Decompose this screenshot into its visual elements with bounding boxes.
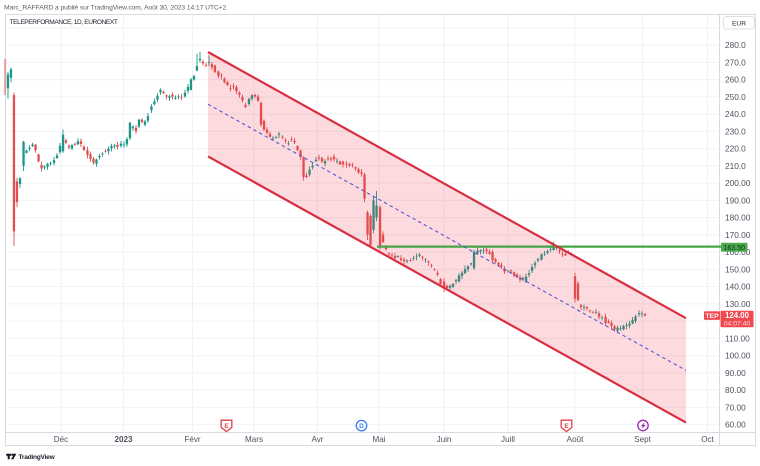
- svg-text:Juin: Juin: [437, 435, 452, 444]
- svg-text:90.00: 90.00: [725, 368, 746, 378]
- svg-text:Mars: Mars: [245, 435, 263, 444]
- svg-text:124.00: 124.00: [725, 311, 750, 320]
- svg-text:110.00: 110.00: [725, 333, 750, 343]
- svg-text:80.00: 80.00: [725, 385, 746, 395]
- svg-text:190.00: 190.00: [725, 195, 751, 205]
- svg-text:220.0: 220.0: [725, 144, 746, 154]
- svg-text:04:07:40: 04:07:40: [724, 320, 751, 327]
- svg-text:150.00: 150.00: [725, 264, 751, 274]
- svg-text:60.00: 60.00: [725, 420, 746, 430]
- svg-text:130.00: 130.00: [725, 299, 751, 309]
- svg-text:280.0: 280.0: [725, 40, 746, 50]
- svg-text:210.0: 210.0: [725, 161, 746, 171]
- svg-text:TradingView: TradingView: [19, 454, 56, 461]
- svg-text:Oct: Oct: [701, 435, 714, 444]
- svg-text:230.0: 230.0: [725, 126, 746, 136]
- svg-text:Juill: Juill: [501, 435, 515, 444]
- svg-text:180.00: 180.00: [725, 213, 751, 223]
- svg-text:160.00: 160.00: [725, 247, 751, 257]
- svg-text:TELEPERFORMANCE, 1D, EURONEXT: TELEPERFORMANCE, 1D, EURONEXT: [10, 19, 118, 26]
- svg-text:200.00: 200.00: [725, 178, 751, 188]
- svg-text:D: D: [359, 423, 364, 430]
- svg-text:E: E: [564, 423, 569, 430]
- svg-text:Févr: Févr: [184, 435, 200, 444]
- svg-text:TEP: TEP: [705, 313, 719, 320]
- svg-text:240.0: 240.0: [725, 109, 746, 119]
- svg-text:163.50: 163.50: [723, 245, 745, 252]
- svg-text:140.00: 140.00: [725, 282, 751, 292]
- svg-text:250.0: 250.0: [725, 92, 746, 102]
- svg-text:170.00: 170.00: [725, 230, 751, 240]
- svg-text:Avr: Avr: [312, 435, 324, 444]
- svg-text:100.00: 100.00: [725, 351, 751, 361]
- svg-text:Mai: Mai: [372, 435, 385, 444]
- svg-text:2023: 2023: [114, 435, 133, 444]
- svg-text:270.0: 270.0: [725, 57, 746, 67]
- svg-text:EUR: EUR: [732, 21, 746, 28]
- svg-text:E: E: [224, 423, 229, 430]
- svg-text:260.0: 260.0: [725, 75, 746, 85]
- svg-text:Août: Août: [567, 435, 584, 444]
- svg-text:Marc_RAFFARD a publié sur Trad: Marc_RAFFARD a publié sur TradingView.co…: [4, 4, 227, 11]
- svg-text:Déc: Déc: [54, 435, 68, 444]
- svg-text:70.00: 70.00: [725, 402, 746, 412]
- svg-text:Sept: Sept: [634, 435, 651, 444]
